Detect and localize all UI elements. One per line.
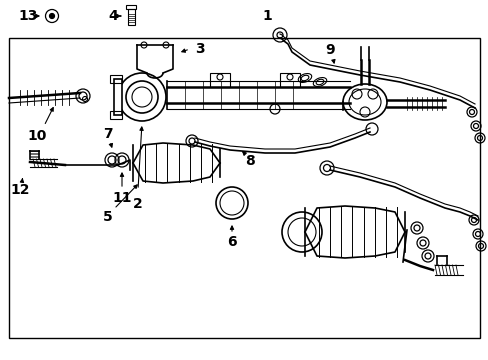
Text: 12: 12 [10, 183, 30, 197]
Bar [209, 73, 229, 87]
Text: 7: 7 [103, 127, 113, 141]
Text: 5: 5 [103, 210, 113, 224]
Text: 1: 1 [262, 9, 271, 23]
Text: 10: 10 [27, 129, 46, 143]
Bar [110, 75, 122, 83]
Bar [127, 9, 134, 25]
Circle shape [49, 14, 54, 18]
Text: 4: 4 [108, 9, 118, 23]
Text: 9: 9 [325, 43, 334, 57]
Bar [280, 73, 299, 87]
Bar [9, 38, 479, 338]
Text: 3: 3 [195, 42, 204, 56]
Text: 8: 8 [244, 154, 254, 168]
Bar [110, 111, 122, 119]
Text: 2: 2 [133, 197, 142, 211]
Text: 13: 13 [18, 9, 37, 23]
Bar [126, 5, 136, 9]
Bar [114, 79, 122, 115]
Text: 11: 11 [112, 191, 131, 205]
Text: 6: 6 [227, 235, 236, 249]
